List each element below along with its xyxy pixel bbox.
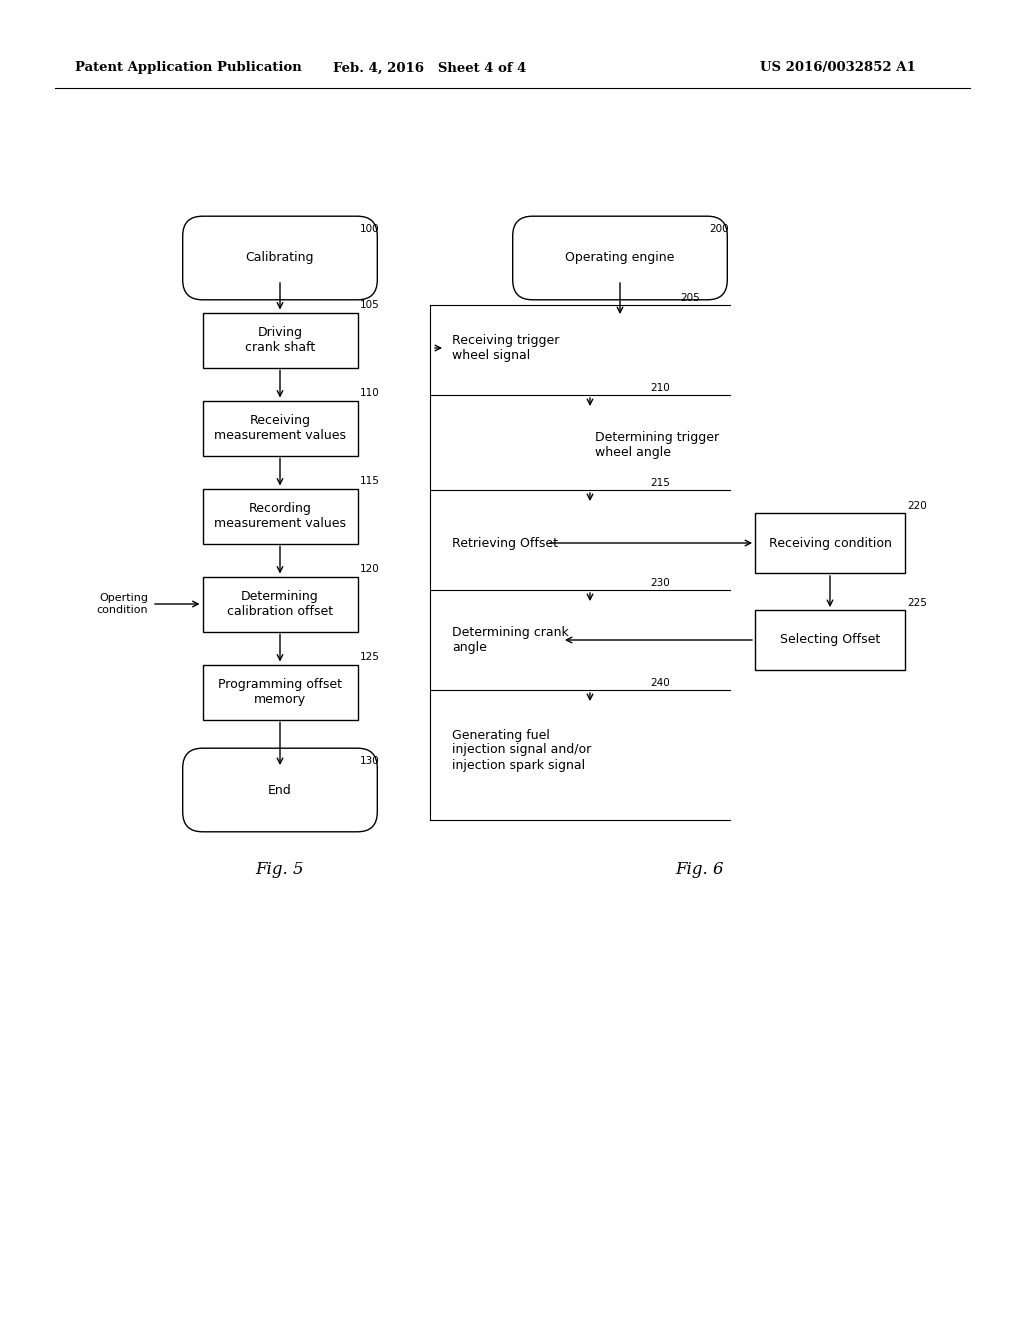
Text: Fig. 5: Fig. 5 bbox=[256, 862, 304, 879]
Text: 215: 215 bbox=[650, 478, 670, 488]
Bar bbox=[203, 313, 357, 367]
Text: Operting
condition: Operting condition bbox=[96, 593, 148, 615]
Bar bbox=[203, 400, 357, 455]
Text: Determining crank
angle: Determining crank angle bbox=[452, 626, 568, 653]
Text: Determining trigger
wheel angle: Determining trigger wheel angle bbox=[595, 432, 719, 459]
Text: Fig. 6: Fig. 6 bbox=[676, 862, 724, 879]
Text: Generating fuel
injection signal and/or
injection spark signal: Generating fuel injection signal and/or … bbox=[452, 729, 591, 771]
Text: End: End bbox=[268, 784, 292, 796]
Text: 120: 120 bbox=[359, 565, 379, 574]
Text: 210: 210 bbox=[650, 383, 670, 393]
Text: Determining
calibration offset: Determining calibration offset bbox=[227, 590, 333, 618]
FancyBboxPatch shape bbox=[182, 216, 377, 300]
FancyBboxPatch shape bbox=[182, 748, 377, 832]
Text: Recording
measurement values: Recording measurement values bbox=[214, 502, 346, 531]
Text: Programming offset
memory: Programming offset memory bbox=[218, 678, 342, 706]
Text: 100: 100 bbox=[359, 224, 379, 234]
Text: 130: 130 bbox=[359, 756, 379, 766]
Text: Patent Application Publication: Patent Application Publication bbox=[75, 62, 302, 74]
Text: Receiving condition: Receiving condition bbox=[769, 536, 892, 549]
Text: 125: 125 bbox=[359, 652, 379, 663]
Bar bbox=[203, 577, 357, 631]
Text: Driving
crank shaft: Driving crank shaft bbox=[245, 326, 315, 354]
Text: 200: 200 bbox=[710, 224, 729, 234]
FancyBboxPatch shape bbox=[513, 216, 727, 300]
Text: 220: 220 bbox=[907, 502, 927, 511]
Text: 110: 110 bbox=[359, 388, 379, 399]
Bar bbox=[203, 664, 357, 719]
Text: Feb. 4, 2016   Sheet 4 of 4: Feb. 4, 2016 Sheet 4 of 4 bbox=[334, 62, 526, 74]
Text: US 2016/0032852 A1: US 2016/0032852 A1 bbox=[760, 62, 915, 74]
Text: Receiving trigger
wheel signal: Receiving trigger wheel signal bbox=[452, 334, 559, 362]
Bar bbox=[203, 488, 357, 544]
Text: Receiving
measurement values: Receiving measurement values bbox=[214, 414, 346, 442]
Bar bbox=[755, 513, 905, 573]
Text: Calibrating: Calibrating bbox=[246, 252, 314, 264]
Text: 205: 205 bbox=[680, 293, 699, 304]
Text: Selecting Offset: Selecting Offset bbox=[780, 634, 880, 647]
Text: 230: 230 bbox=[650, 578, 670, 587]
Text: 115: 115 bbox=[359, 477, 379, 487]
Text: Operating engine: Operating engine bbox=[565, 252, 675, 264]
Text: 240: 240 bbox=[650, 678, 670, 688]
Text: 225: 225 bbox=[907, 598, 927, 609]
Bar bbox=[755, 610, 905, 671]
Text: Retrieving Offset: Retrieving Offset bbox=[452, 536, 558, 549]
Text: 105: 105 bbox=[359, 301, 379, 310]
